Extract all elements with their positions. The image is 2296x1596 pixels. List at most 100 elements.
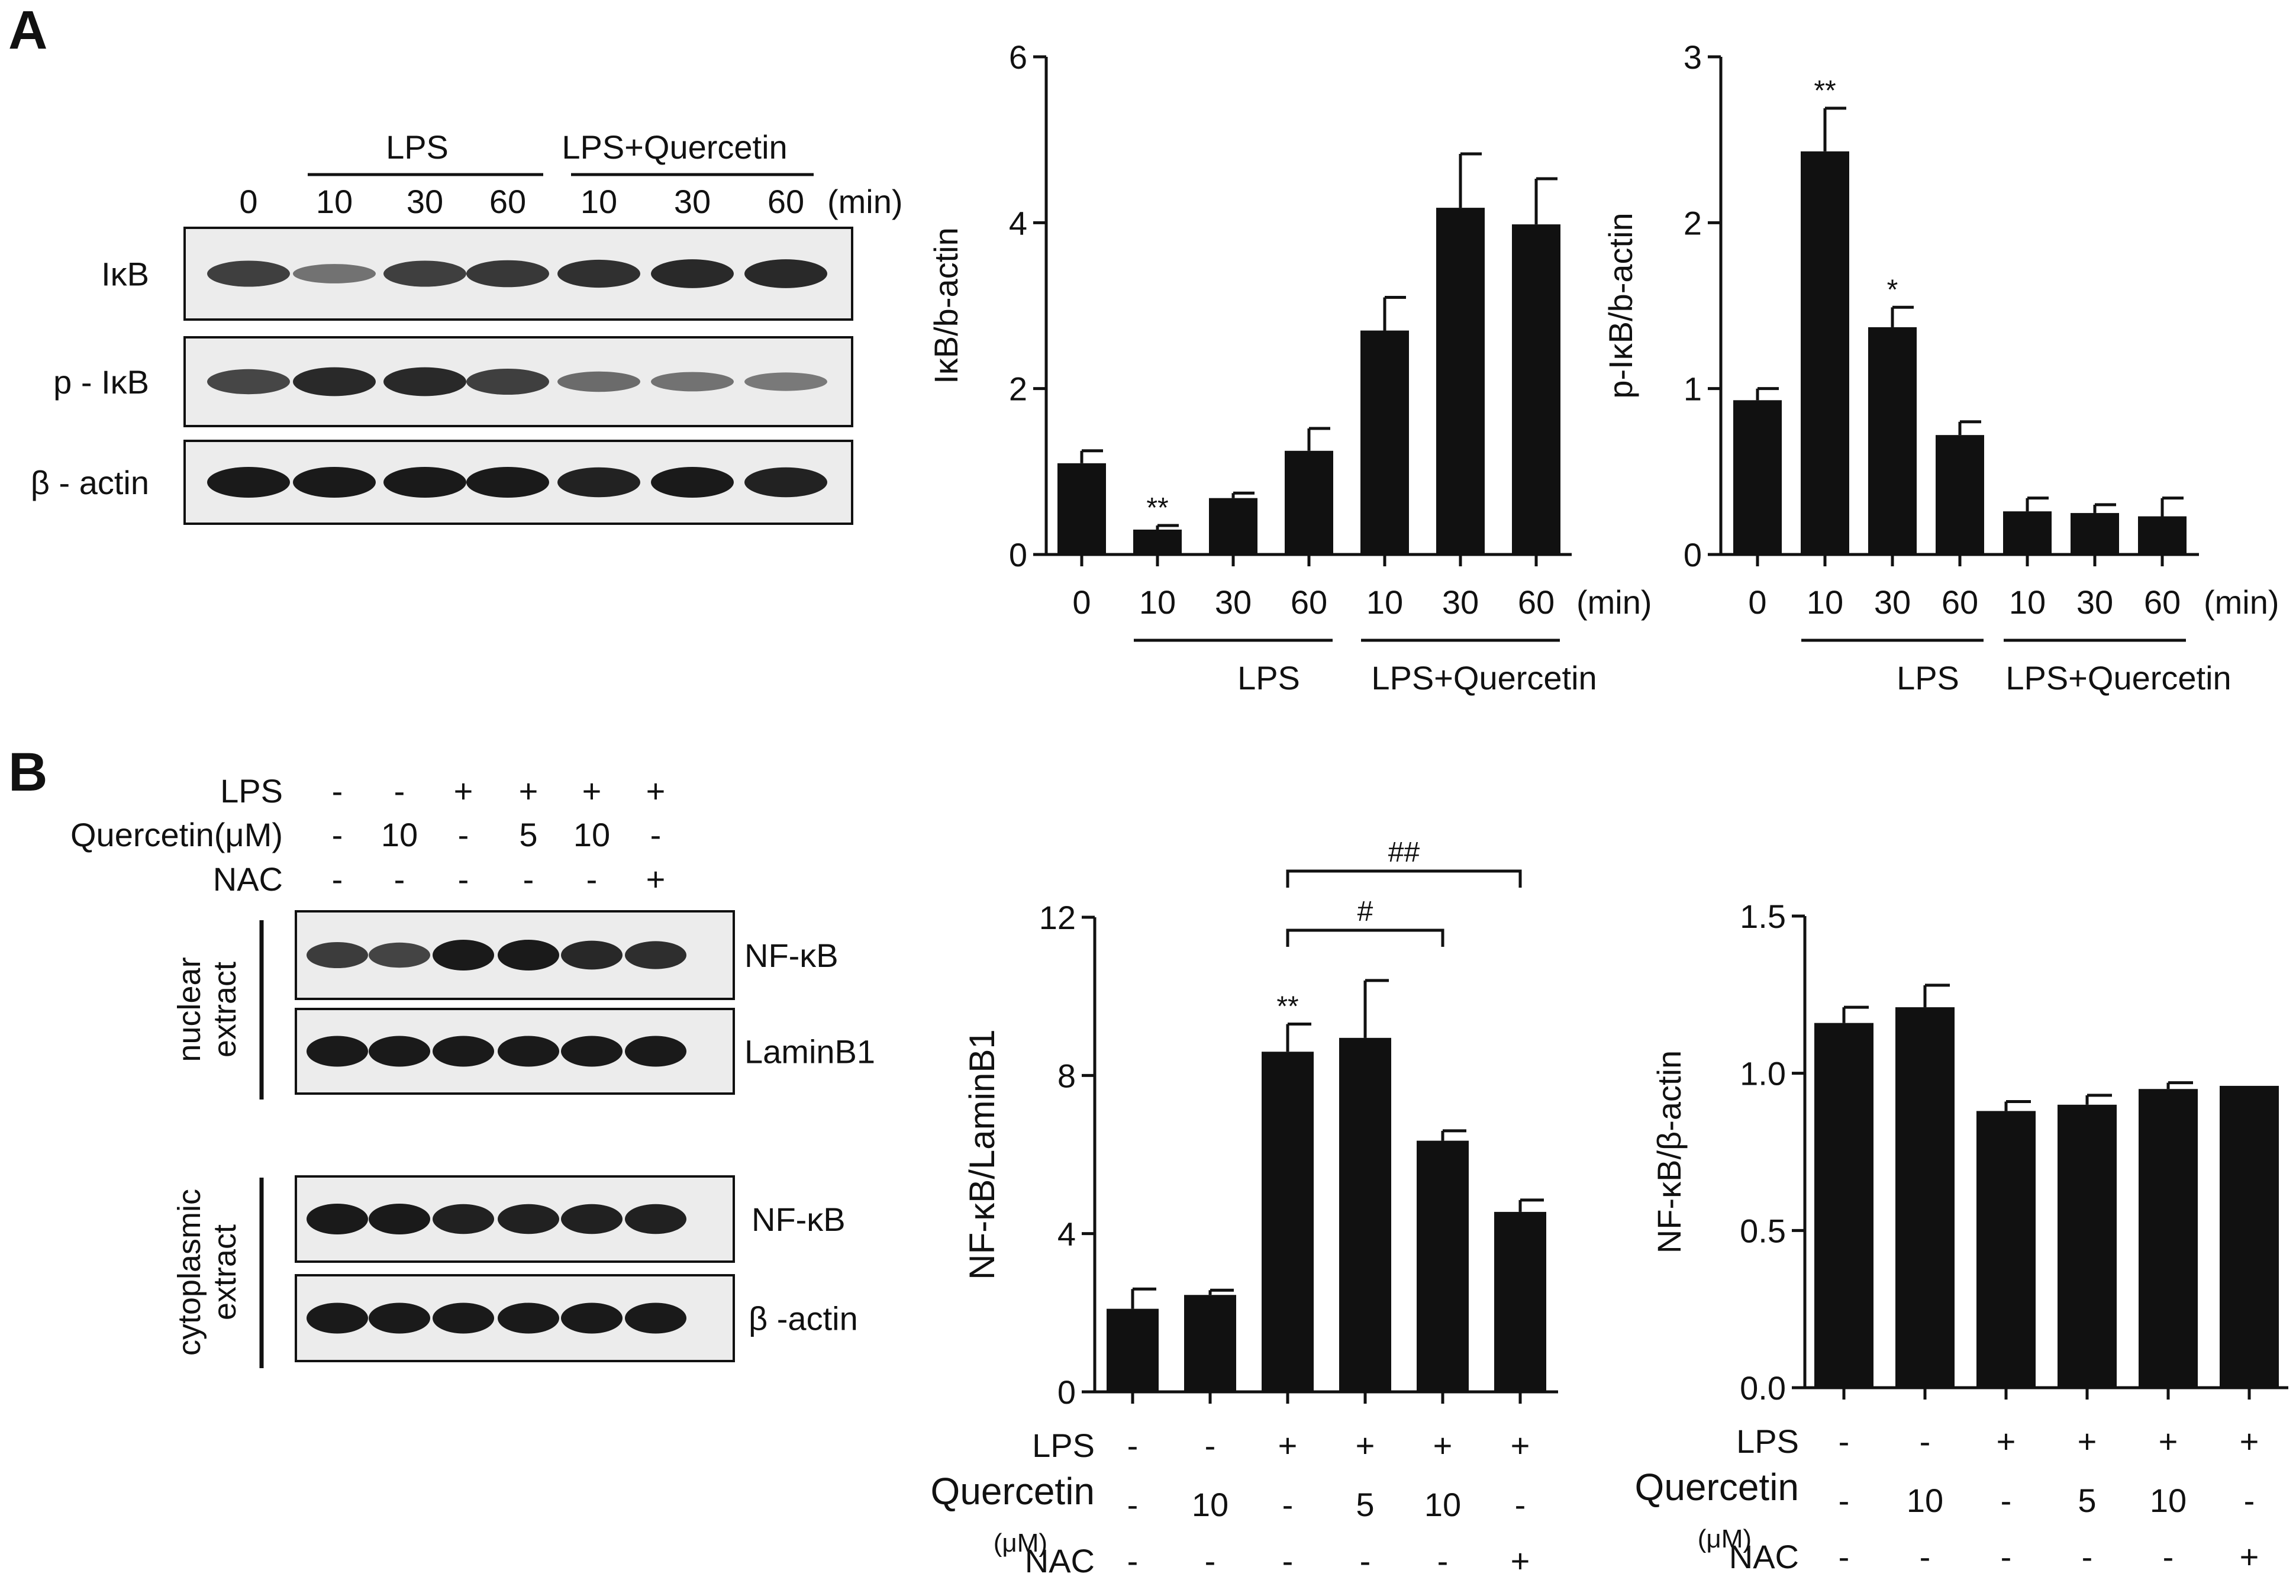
bar: [1209, 498, 1257, 554]
condition-value: 10: [573, 816, 610, 853]
condition-value: +: [582, 772, 602, 810]
condition-value: -: [1515, 1486, 1526, 1523]
western-blot-b: LPS - - + + + + Quercetin(μM) - 10 - 5 10 - NAC - - - - - + n…: [70, 772, 875, 1368]
condition-value: -: [1127, 1427, 1139, 1464]
blot-row-label: p - IκB: [53, 363, 149, 401]
x-tick-label: 0: [1748, 583, 1766, 621]
blot-band: [383, 260, 466, 287]
blot-band: [651, 467, 734, 498]
condition-value: -: [332, 772, 343, 810]
condition-value: -: [332, 816, 343, 853]
blot-band: [369, 942, 430, 968]
blot-band: [307, 1302, 368, 1334]
condition-value: +: [519, 772, 538, 810]
blot-band: [498, 1302, 559, 1334]
bar: [1339, 1037, 1391, 1392]
lane-label: 60: [489, 183, 526, 220]
condition-value: -: [1205, 1427, 1216, 1464]
group-label: LPS: [386, 128, 449, 166]
condition-value: +: [1997, 1423, 2016, 1460]
significance-label: **: [1814, 75, 1836, 107]
blot-band: [293, 467, 376, 498]
condition-value: -: [1839, 1538, 1850, 1575]
blot-band: [651, 372, 734, 392]
condition-row-label: Quercetin(μM): [70, 816, 283, 853]
condition-value: -: [458, 816, 469, 853]
group-label: LPS+Quercetin: [1371, 659, 1597, 697]
condition-value: -: [1839, 1423, 1850, 1460]
condition-value: +: [2078, 1423, 2097, 1460]
condition-value: -: [2082, 1538, 2093, 1575]
y-tick-label: 0: [1057, 1373, 1076, 1411]
x-tick-label: 0: [1072, 583, 1091, 621]
bar: [1107, 1308, 1159, 1392]
significance-label: **: [1146, 492, 1168, 524]
condition-value: -: [523, 860, 534, 898]
blot-band: [293, 367, 376, 396]
blot-band: [466, 369, 549, 395]
blot-row-label: β - actin: [31, 464, 149, 501]
y-tick-label: 1: [1684, 370, 1702, 408]
condition-value: 5: [1356, 1486, 1374, 1523]
condition-row-sublabel: (μM): [994, 1529, 1047, 1558]
lane-label: 10: [316, 183, 353, 220]
condition-value: +: [454, 772, 473, 810]
blot-band: [561, 1302, 623, 1334]
bar: [2138, 516, 2187, 554]
blot-row-label: NF-κB: [744, 937, 839, 974]
blot-band: [433, 1302, 494, 1334]
panel-label-b: B: [8, 742, 47, 802]
bar: [1133, 529, 1182, 554]
y-axis-title: NF-κB/LaminB1: [962, 1029, 1002, 1279]
x-tick-label: 10: [1139, 583, 1176, 621]
y-tick-label: 4: [1009, 204, 1027, 241]
lane-label: 0: [239, 183, 257, 220]
x-tick-label: 60: [1291, 583, 1327, 621]
x-tick-label: 60: [2144, 583, 2181, 621]
bar: [1936, 435, 1984, 554]
condition-row-label: LPS: [220, 772, 283, 810]
condition-value: +: [646, 772, 666, 810]
blot-band: [561, 940, 623, 970]
bar: [1436, 208, 1485, 554]
x-unit-label: (min): [2204, 583, 2279, 621]
condition-value: -: [2001, 1482, 2012, 1519]
bar: [1494, 1211, 1546, 1392]
bar: [2220, 1085, 2279, 1388]
lane-label: 30: [674, 183, 711, 220]
blot-band: [369, 1204, 430, 1234]
condition-value: 5: [519, 816, 537, 853]
condition-value: -: [332, 860, 343, 898]
lane-label: 10: [581, 183, 617, 220]
cytoplasmic-label-line1: cytoplasmic: [172, 1189, 207, 1356]
y-tick-label: 1.5: [1740, 898, 1786, 935]
x-tick-label: 30: [2076, 583, 2113, 621]
condition-value: -: [1282, 1486, 1294, 1523]
condition-row-label: Quercetin: [1635, 1466, 1799, 1508]
bar: [1895, 1007, 1955, 1388]
condition-value: +: [646, 860, 666, 898]
chart-ikb: 0 2 4 6 IκB/b-actin ** 0 10 30 60 10 30 60 (min) LPS LP…: [927, 38, 1652, 697]
bracket-label: #: [1357, 896, 1373, 927]
condition-value: -: [458, 860, 469, 898]
bar: [2139, 1089, 2198, 1388]
blot-band: [293, 264, 376, 283]
blot-band: [744, 372, 827, 391]
y-tick-label: 12: [1039, 899, 1076, 936]
condition-row-label: NAC: [1025, 1542, 1095, 1579]
x-tick-label: 10: [1366, 583, 1403, 621]
condition-value: +: [1356, 1427, 1375, 1464]
blot-band: [625, 1302, 686, 1334]
bar: [1262, 1052, 1314, 1392]
x-tick-label: 60: [1518, 583, 1555, 621]
y-tick-label: 6: [1009, 38, 1027, 76]
condition-value: -: [1127, 1542, 1139, 1579]
condition-value: -: [2244, 1482, 2255, 1519]
blot-row-label: LaminB1: [744, 1033, 875, 1071]
x-tick-label: 60: [1942, 583, 1978, 621]
bar: [1868, 327, 1917, 554]
blot-band: [557, 467, 640, 498]
condition-value: -: [586, 860, 598, 898]
blot-band: [625, 1036, 686, 1067]
